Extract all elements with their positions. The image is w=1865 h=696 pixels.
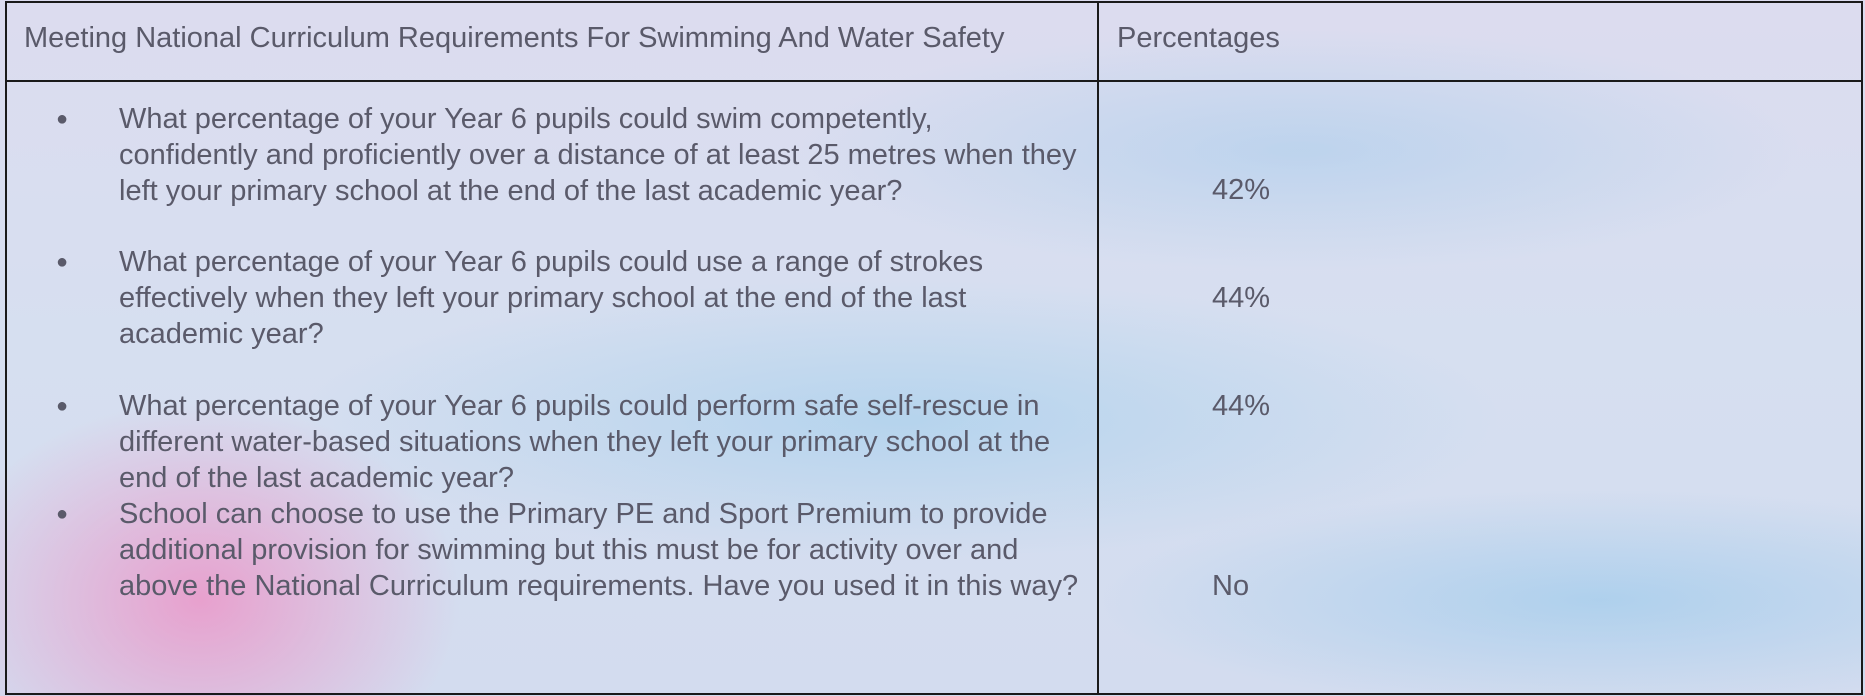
border-header (5, 80, 1862, 82)
border-bottom (5, 693, 1862, 695)
border-middle (1097, 1, 1099, 695)
header-cell: Percentages (1117, 20, 1280, 56)
page: Meeting National Curriculum Requirements… (0, 0, 1865, 696)
question: School can choose to use the Primary PE … (119, 496, 1079, 604)
border-top (5, 1, 1862, 3)
answer: 42% (1212, 172, 1270, 208)
header-cell: Meeting National Curriculum Requirements… (24, 20, 1004, 56)
question: What percentage of your Year 6 pupils co… (119, 244, 1079, 352)
answer: No (1212, 568, 1249, 604)
border-left (5, 1, 7, 695)
border-right (1861, 1, 1863, 695)
bullet: ● (56, 244, 68, 280)
bullet: ● (56, 388, 68, 424)
bullet: ● (56, 101, 68, 137)
question: What percentage of your Year 6 pupils co… (119, 388, 1079, 496)
question: What percentage of your Year 6 pupils co… (119, 101, 1079, 209)
answer: 44% (1212, 388, 1270, 424)
bullet: ● (56, 496, 68, 532)
answer: 44% (1212, 280, 1270, 316)
